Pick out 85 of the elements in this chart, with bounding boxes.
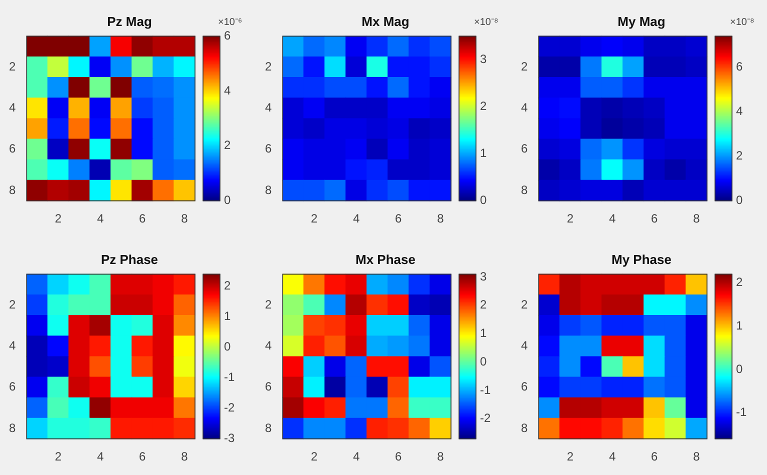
x-tick-label: 6 — [651, 211, 658, 226]
y-tick-label: 2 — [8, 296, 16, 311]
y-tick-label: 4 — [520, 338, 528, 352]
x-tick-label: 4 — [608, 211, 616, 226]
y-tick-label: 4 — [520, 100, 528, 115]
color-bar-label: 1 — [736, 318, 743, 332]
x-tick-label: 4 — [96, 211, 104, 226]
y-tick-label: 4 — [264, 100, 272, 115]
color-bar-label: 0 — [480, 354, 487, 368]
color-bar-label: 6 — [736, 60, 743, 74]
x-tick-label: 2 — [566, 448, 574, 463]
x-tick-label: 4 — [352, 211, 360, 226]
y-tick-label: 8 — [8, 420, 16, 434]
x-tick-label: 8 — [693, 448, 700, 463]
y-tick-label: 4 — [264, 338, 272, 352]
y-tick-label: 8 — [520, 182, 528, 197]
color-bar-label: 0 — [480, 193, 487, 208]
x-tick-label: 6 — [395, 211, 402, 226]
chart-title: Pz Phase — [100, 251, 158, 266]
color-bar-label: 1 — [224, 308, 231, 323]
y-tick-label: 6 — [520, 379, 528, 394]
color-bar-label: 0 — [224, 193, 231, 208]
x-tick-label: 6 — [395, 448, 402, 463]
color-bar-label: 0 — [736, 193, 743, 208]
color-bar-label: 3 — [480, 268, 487, 283]
y-tick-label: 8 — [520, 420, 528, 434]
y-tick-label: 6 — [264, 142, 272, 156]
y-tick-label: 4 — [8, 338, 16, 352]
y-tick-label: 8 — [264, 420, 272, 434]
x-tick-label: 4 — [608, 448, 616, 463]
color-bar-label: 4 — [224, 83, 231, 98]
y-tick-label: 2 — [520, 59, 528, 74]
y-tick-label: 8 — [8, 182, 16, 197]
x-tick-label: 6 — [139, 448, 146, 463]
color-bar-label: 2 — [480, 99, 487, 114]
color-bar-title: ×10⁻⁸ — [730, 16, 754, 28]
x-tick-label: 6 — [651, 448, 658, 463]
chart-title: Pz Mag — [107, 14, 152, 29]
color-bar-label: 2 — [480, 297, 487, 312]
x-tick-label: 4 — [352, 448, 360, 463]
y-tick-label: 2 — [8, 59, 16, 74]
chart-title: My Phase — [612, 251, 672, 266]
color-bar-label: -2 — [224, 400, 235, 414]
x-tick-label: 2 — [310, 211, 318, 226]
x-tick-label: 8 — [181, 211, 188, 226]
color-bar-label: 3 — [480, 52, 487, 66]
chart-title: Mx Mag — [362, 14, 410, 29]
color-bar-label: 2 — [224, 138, 231, 152]
x-tick-label: 8 — [437, 211, 444, 226]
chart-title: Mx Phase — [356, 251, 416, 266]
color-bar-label: 0 — [224, 339, 231, 354]
color-bar-label: 2 — [224, 278, 231, 292]
color-bar-label: -1 — [224, 370, 235, 384]
y-tick-label: 2 — [264, 59, 272, 74]
y-tick-label: 6 — [8, 379, 16, 394]
color-bar-label: 1 — [480, 146, 487, 160]
color-bar-label: -2 — [480, 410, 491, 425]
x-tick-label: 2 — [54, 211, 62, 226]
y-tick-label: 2 — [520, 296, 528, 311]
color-bar-label: 1 — [480, 326, 487, 340]
color-bar-label: 4 — [736, 104, 743, 118]
color-bar-label: 0 — [736, 361, 743, 376]
x-tick-label: 8 — [693, 211, 700, 226]
y-tick-label: 8 — [264, 182, 272, 197]
x-tick-label: 2 — [54, 448, 62, 463]
color-bar-label: -1 — [480, 382, 491, 396]
color-bar-title: ×10⁻⁶ — [218, 16, 242, 28]
chart-title: My Mag — [618, 14, 666, 29]
y-tick-label: 6 — [264, 379, 272, 394]
color-bar-label: 2 — [736, 148, 743, 163]
x-tick-label: 8 — [181, 448, 188, 463]
x-tick-label: 2 — [310, 448, 318, 463]
y-tick-label: 6 — [520, 142, 528, 156]
color-bar-title: ×10⁻⁸ — [474, 16, 498, 28]
y-tick-label: 6 — [8, 142, 16, 156]
x-tick-label: 2 — [566, 211, 574, 226]
y-tick-label: 4 — [8, 100, 16, 115]
color-bar-label: 6 — [224, 28, 231, 43]
y-tick-label: 2 — [264, 296, 272, 311]
x-tick-label: 8 — [437, 448, 444, 463]
x-tick-label: 6 — [139, 211, 146, 226]
color-bar-label: 2 — [736, 274, 743, 289]
color-bar-label: -3 — [224, 430, 235, 445]
color-bar-label: -1 — [736, 404, 747, 419]
x-tick-label: 4 — [96, 448, 104, 463]
